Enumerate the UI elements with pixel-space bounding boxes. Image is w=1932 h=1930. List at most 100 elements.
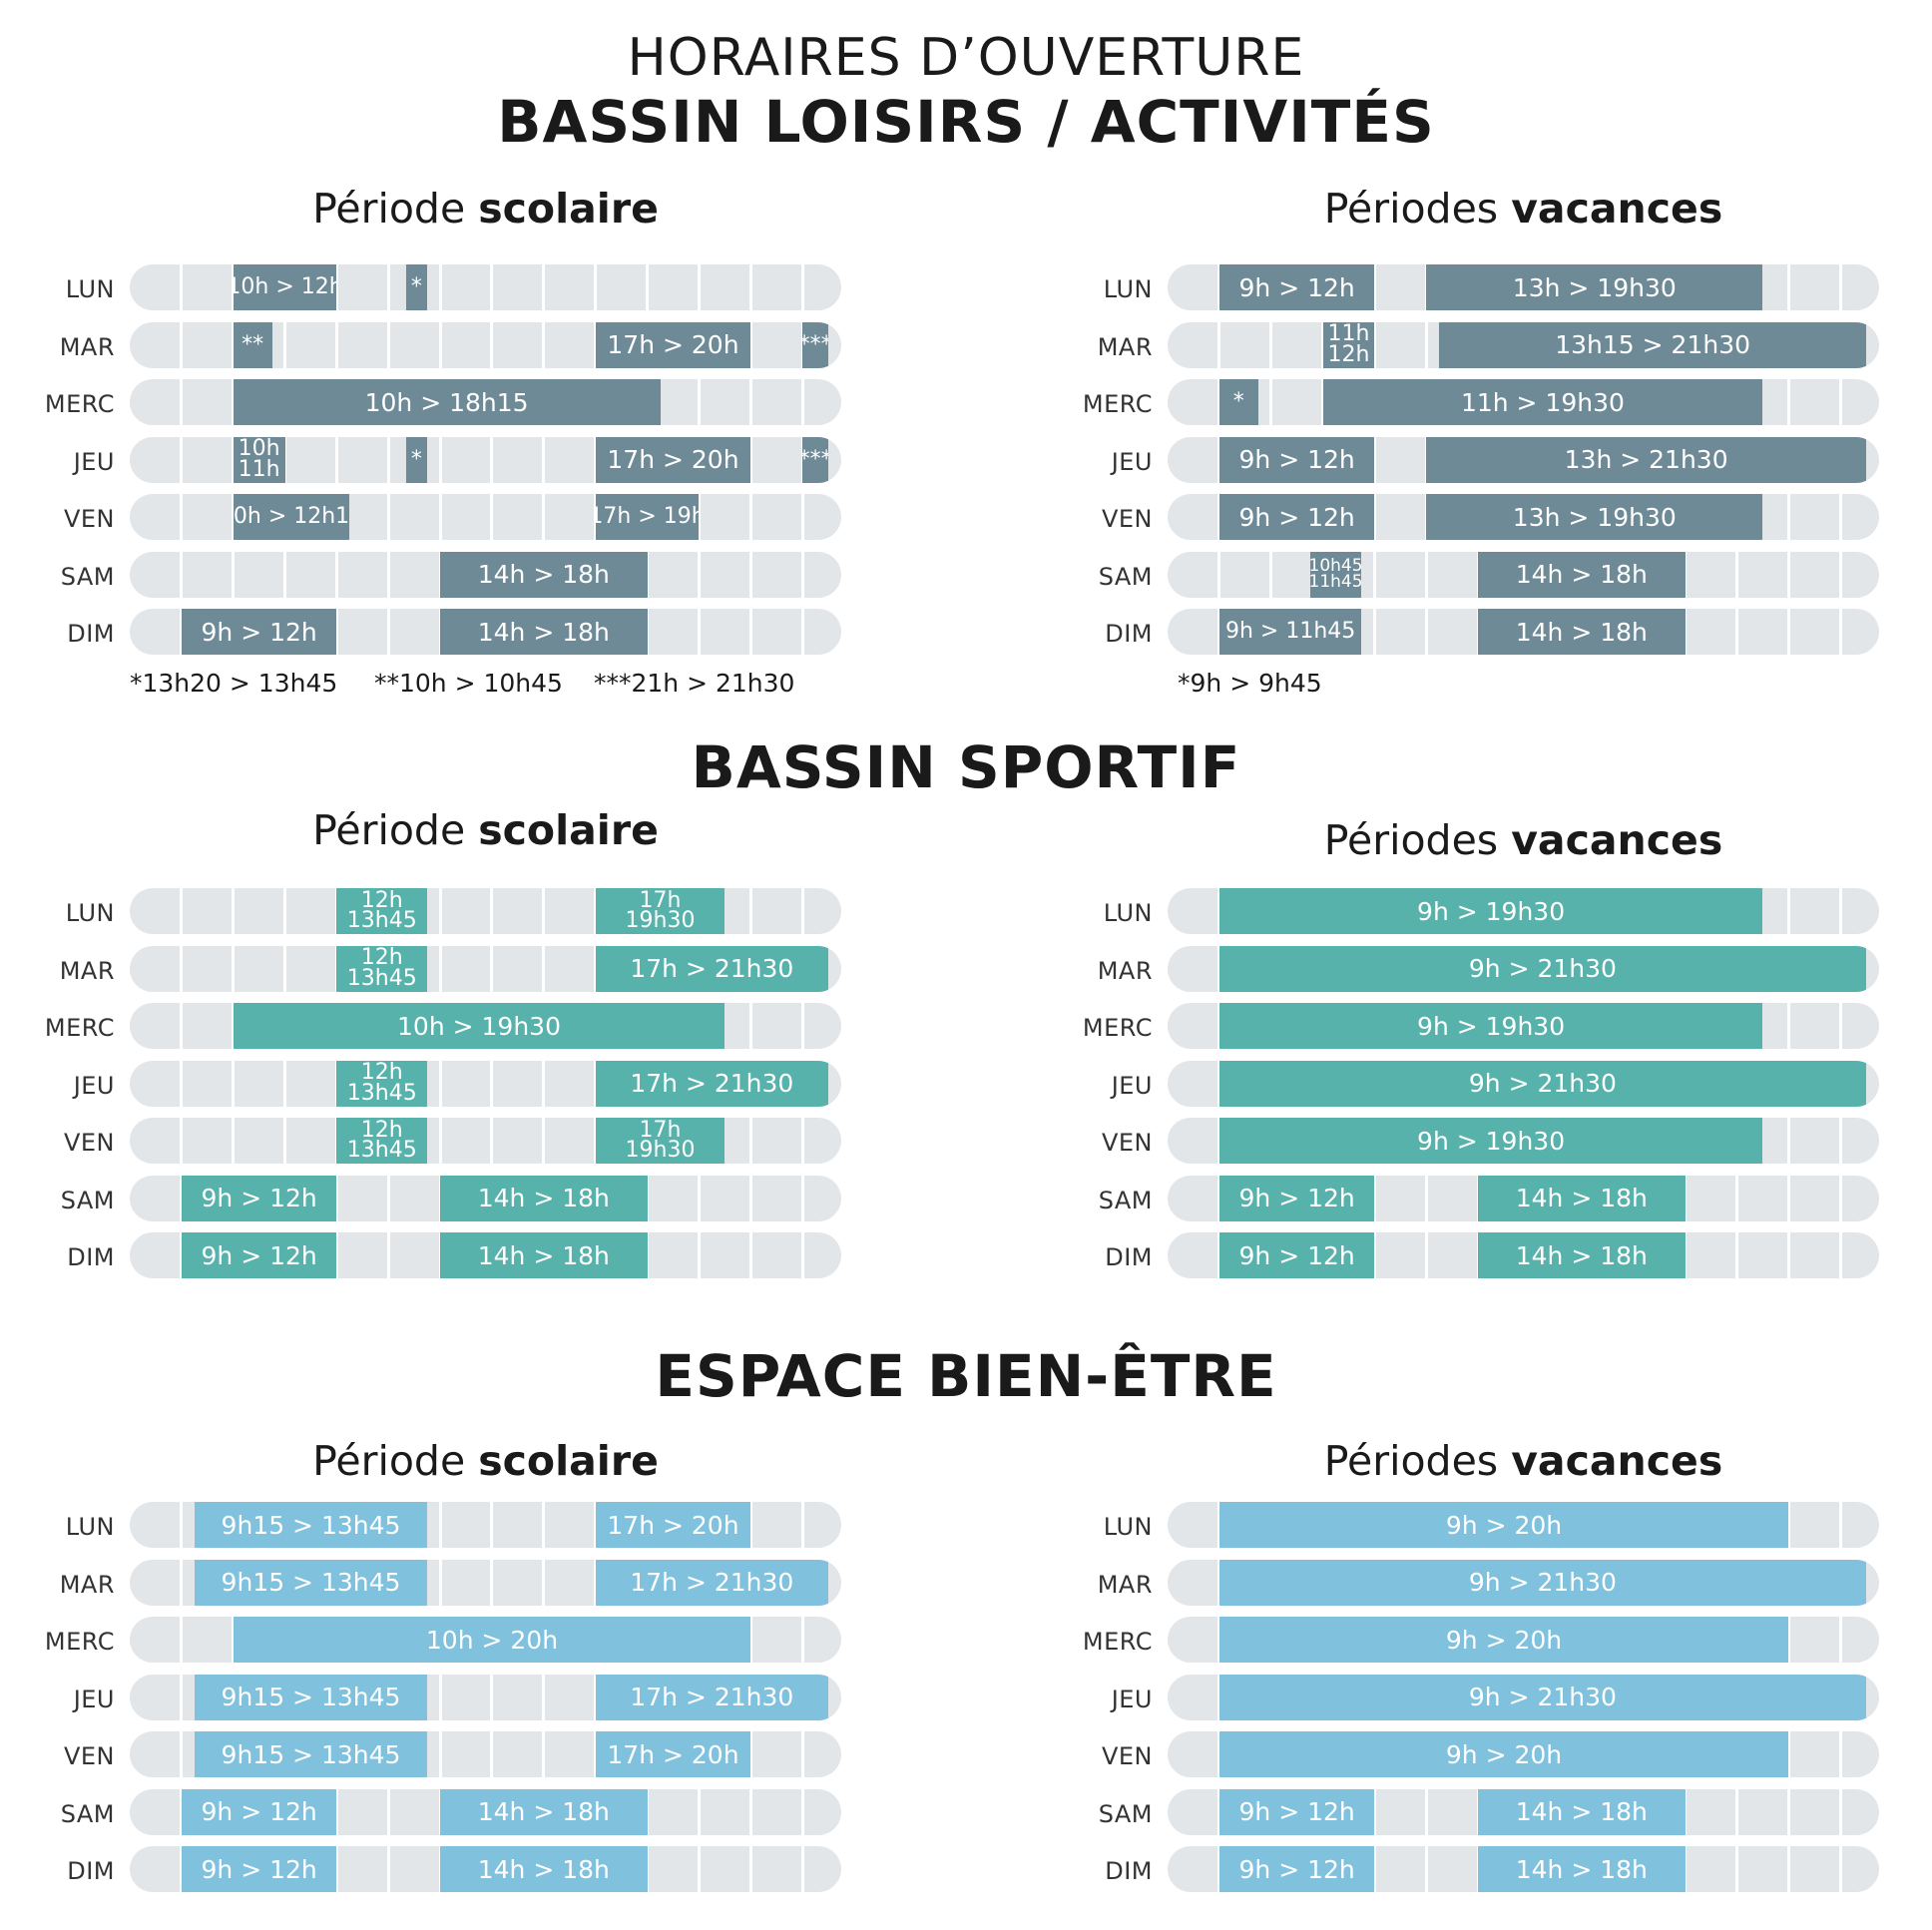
time-slot-label: 13h45: [346, 965, 417, 991]
hour-gridline: [283, 436, 287, 483]
time-slot: 17h > 20h: [595, 1502, 751, 1548]
time-slot: 17h > 21h30: [595, 945, 829, 992]
hour-gridline: [646, 1788, 650, 1835]
section-title-bienetre: ESPACE BIEN-ÊTRE: [655, 1342, 1277, 1410]
time-slot: *: [405, 436, 428, 483]
hour-gridline: [594, 264, 598, 310]
hour-gridline: [334, 436, 338, 483]
day-label-mar: MAR: [59, 332, 115, 361]
time-slot-label: 17h > 20h: [607, 1510, 739, 1540]
time-slot: 17h 19h30: [595, 888, 725, 934]
time-slot-label: 9h > 12h: [201, 1854, 317, 1884]
time-slot: 9h > 19h30: [1218, 1118, 1763, 1164]
hour-gridline: [697, 264, 701, 310]
schedule-track-sam: 9h > 12h 14h > 18h: [130, 1788, 841, 1835]
day-label-dim: DIM: [67, 1857, 115, 1885]
time-slot-label: 10h > 12h: [233, 274, 337, 299]
hour-gridline: [386, 1175, 390, 1221]
hour-gridline: [232, 1118, 236, 1164]
hour-gridline: [697, 551, 701, 598]
time-slot: 10h45 11h45: [1309, 551, 1362, 598]
hour-gridline: [1424, 551, 1428, 598]
day-label-mar: MAR: [59, 1570, 115, 1599]
hour-gridline: [1734, 1788, 1738, 1835]
time-slot-label: 9h > 19h30: [1417, 1011, 1566, 1041]
hour-gridline: [748, 1617, 752, 1663]
schedule-track-lun: 12h 13h45 17h 19h30: [130, 888, 841, 934]
hour-gridline: [542, 264, 546, 310]
schedule-track-merc: 9h > 19h30: [1168, 1003, 1879, 1049]
hour-gridline: [1838, 1175, 1842, 1221]
schedule-track-jeu: 9h > 21h30: [1168, 1674, 1879, 1720]
hour-gridline: [800, 1846, 804, 1892]
period-title-bold: scolaire: [478, 806, 659, 854]
hour-gridline: [334, 1846, 338, 1892]
time-slot-label: 9h15 > 13h45: [221, 1683, 401, 1711]
time-slot-label: 9h > 12h: [201, 617, 317, 647]
hour-gridline: [1786, 494, 1790, 540]
schedule-track-jeu: 9h > 12h 13h > 21h30: [1168, 436, 1879, 483]
time-slot: 9h > 20h: [1218, 1502, 1789, 1548]
hour-gridline: [438, 888, 442, 934]
time-slot-label: 14h > 18h: [1515, 1184, 1648, 1212]
time-slot: 9h > 12h: [1218, 264, 1375, 310]
hour-gridline: [1838, 264, 1842, 310]
hour-gridline: [438, 494, 442, 540]
hour-gridline: [800, 1175, 804, 1221]
schedule-track-mar: 9h > 21h30: [1168, 945, 1879, 992]
time-slot-label: 12h: [360, 945, 403, 971]
day-label-sam: SAM: [60, 562, 115, 591]
time-slot: 14h > 18h: [440, 609, 648, 655]
hour-gridline: [748, 264, 752, 310]
hour-gridline: [180, 551, 184, 598]
time-slot: 9h > 12h: [1218, 1175, 1375, 1221]
hour-gridline: [1734, 551, 1738, 598]
time-slot-label: 9h > 12h: [201, 1797, 317, 1826]
time-slot-label: 13h > 19h30: [1512, 272, 1677, 302]
time-slot-label: 9h > 12h: [201, 1184, 317, 1212]
hour-gridline: [646, 551, 650, 598]
hour-gridline: [1786, 379, 1790, 425]
day-label-jeu: JEU: [73, 1071, 115, 1100]
time-slot-label: 11h > 19h30: [1460, 387, 1625, 417]
hour-gridline: [1372, 609, 1376, 655]
hour-gridline: [180, 379, 184, 425]
hour-gridline: [800, 494, 804, 540]
time-slot: 10h 11h: [233, 436, 285, 483]
hour-gridline: [1424, 1232, 1428, 1278]
time-slot-label: 10h45: [1309, 556, 1362, 577]
hour-gridline: [800, 1788, 804, 1835]
time-slot-label: *: [410, 274, 422, 299]
hour-gridline: [334, 1788, 338, 1835]
period-title-scolaire: Période scolaire: [130, 1437, 841, 1485]
hour-gridline: [1372, 1175, 1376, 1221]
hour-gridline: [542, 1674, 546, 1720]
period-title-regular: Périodes: [1323, 1437, 1512, 1485]
day-label-sam: SAM: [60, 1186, 115, 1214]
time-slot: 13h > 19h30: [1426, 264, 1763, 310]
hour-gridline: [232, 945, 236, 992]
time-slot-label: 17h: [639, 1118, 682, 1143]
schedule-track-mar: 12h 13h45 17h > 21h30: [130, 945, 841, 992]
hour-gridline: [490, 264, 494, 310]
hour-gridline: [542, 945, 546, 992]
time-slot: 14h > 18h: [440, 1788, 648, 1835]
day-label-ven: VEN: [1101, 1129, 1153, 1157]
time-slot: 17h > 19h: [595, 494, 700, 540]
hour-gridline: [646, 609, 650, 655]
period-title-regular: Période: [312, 806, 479, 854]
time-slot-label: 12h: [360, 888, 403, 913]
hour-gridline: [1684, 1232, 1688, 1278]
hour-gridline: [283, 888, 287, 934]
hour-gridline: [1786, 1617, 1790, 1663]
schedule-track-ven: 10h > 12h15 17h > 19h: [130, 494, 841, 540]
hour-gridline: [1838, 1731, 1842, 1777]
period-title-vacances: Périodes vacances: [1168, 816, 1879, 864]
day-label-mar: MAR: [1097, 956, 1153, 985]
hour-gridline: [232, 551, 236, 598]
time-slot: 14h > 18h: [1478, 1232, 1686, 1278]
hour-gridline: [438, 264, 442, 310]
time-slot-label: 17h > 21h30: [630, 1568, 794, 1597]
schedule-track-mar: 9h > 21h30: [1168, 1559, 1879, 1606]
time-slot-label: 13h > 21h30: [1564, 445, 1728, 474]
